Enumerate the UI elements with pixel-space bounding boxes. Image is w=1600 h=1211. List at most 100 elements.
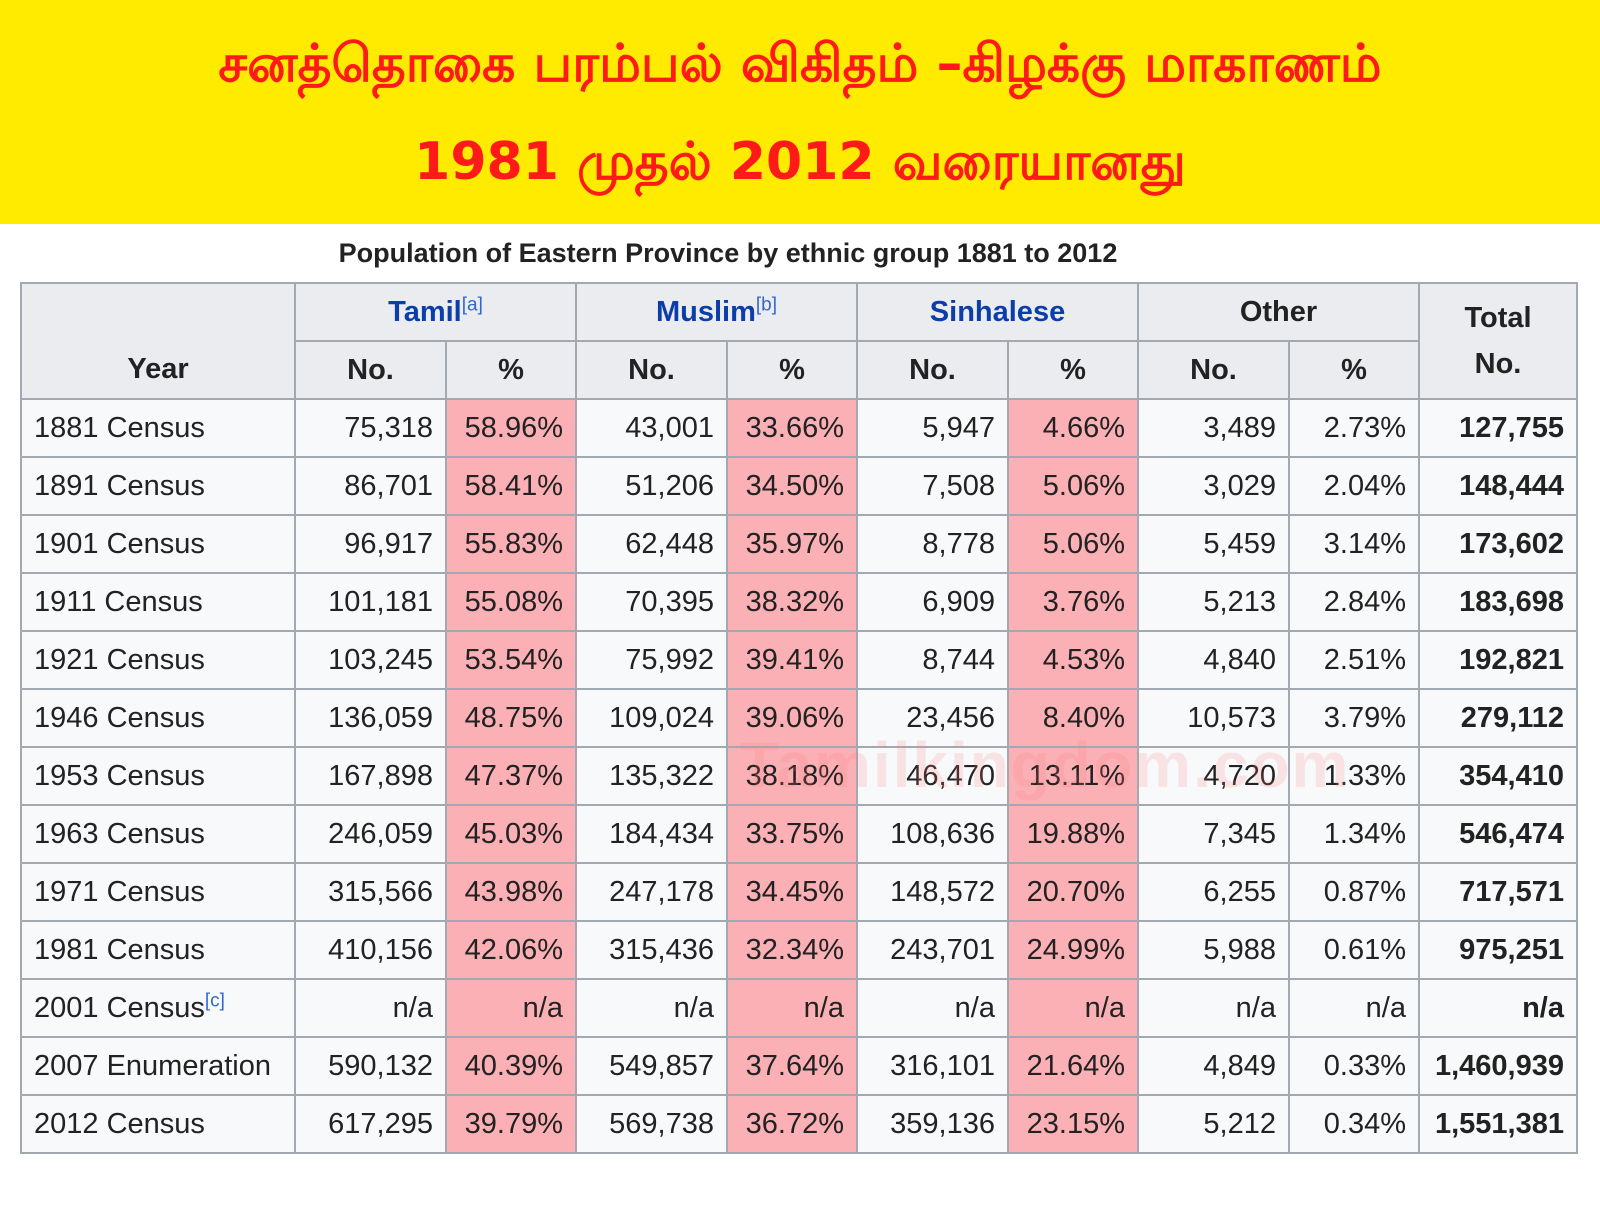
cell-muslim-no: 315,436 (575, 920, 728, 980)
cell-sinhalese-pct: 21.64% (1007, 1036, 1139, 1096)
cell-tamil-no: 103,245 (294, 630, 447, 690)
col-group-tamil[interactable]: Tamil[a] (294, 282, 577, 342)
cell-tamil-pct: 48.75% (445, 688, 577, 748)
table-row: 1963 Census 246,059 45.03% 184,434 33.75% 108… (20, 804, 1578, 864)
cell-muslim-no: 135,322 (575, 746, 728, 806)
cell-sinhalese-pct: 20.70% (1007, 862, 1139, 922)
year-label: 2001 Census (34, 991, 205, 1024)
cell-year: 1953 Census (20, 746, 296, 806)
cell-other-no: 5,212 (1137, 1094, 1290, 1154)
cell-sinhalese-pct: n/a (1007, 978, 1139, 1038)
col-group-sinhalese[interactable]: Sinhalese (856, 282, 1139, 342)
cell-muslim-no: 51,206 (575, 456, 728, 516)
cell-muslim-pct: n/a (726, 978, 858, 1038)
cell-other-no: 5,459 (1137, 514, 1290, 574)
cell-year: 1891 Census (20, 456, 296, 516)
year-label: 1891 Census (34, 469, 205, 502)
cell-total: 279,112 (1418, 688, 1578, 748)
year-label: 1971 Census (34, 875, 205, 908)
year-label: 1946 Census (34, 701, 205, 734)
cell-tamil-pct: n/a (445, 978, 577, 1038)
cell-other-no: 3,029 (1137, 456, 1290, 516)
cell-tamil-no: 246,059 (294, 804, 447, 864)
col-header-sinhalese-no: No. (856, 340, 1009, 400)
cell-tamil-no: 617,295 (294, 1094, 447, 1154)
table-row: 2007 Enumeration 590,132 40.39% 549,857 37.6… (20, 1036, 1578, 1096)
cell-other-pct: 2.84% (1288, 572, 1420, 632)
cell-tamil-no: 410,156 (294, 920, 447, 980)
year-label: 2007 Enumeration (34, 1049, 271, 1082)
year-label: 1921 Census (34, 643, 205, 676)
col-header-other-no: No. (1137, 340, 1290, 400)
cell-sinhalese-no: 46,470 (856, 746, 1009, 806)
cell-sinhalese-pct: 8.40% (1007, 688, 1139, 748)
population-table: Year Tamil[a] Muslim[b] Sinhalese Other … (20, 282, 1578, 1154)
col-header-muslim-pct: % (726, 340, 858, 400)
cell-sinhalese-pct: 13.11% (1007, 746, 1139, 806)
cell-total: 192,821 (1418, 630, 1578, 690)
cell-other-no: 4,849 (1137, 1036, 1290, 1096)
cell-tamil-pct: 42.06% (445, 920, 577, 980)
cell-other-no: 5,213 (1137, 572, 1290, 632)
cell-tamil-pct: 47.37% (445, 746, 577, 806)
cell-tamil-no: 75,318 (294, 398, 447, 458)
cell-sinhalese-no: 148,572 (856, 862, 1009, 922)
total-no-label: No. (1474, 348, 1522, 380)
cell-other-no: 5,988 (1137, 920, 1290, 980)
cell-sinhalese-no: 5,947 (856, 398, 1009, 458)
cell-sinhalese-no: 359,136 (856, 1094, 1009, 1154)
cell-sinhalese-no: 316,101 (856, 1036, 1009, 1096)
col-header-sinhalese-pct: % (1007, 340, 1139, 400)
cell-muslim-no: 70,395 (575, 572, 728, 632)
cell-other-pct: 3.79% (1288, 688, 1420, 748)
cell-sinhalese-pct: 4.53% (1007, 630, 1139, 690)
title-banner: சனத்தொகை பரம்பல் விகிதம் –கிழக்கு மாகாணம… (0, 0, 1600, 224)
footnote-a[interactable]: [a] (461, 293, 483, 315)
col-header-tamil-pct: % (445, 340, 577, 400)
cell-muslim-no: 247,178 (575, 862, 728, 922)
tamil-label[interactable]: Tamil (388, 295, 462, 328)
header-row-subcols: No. % No. % No. % No. % (21, 340, 1577, 400)
cell-sinhalese-pct: 5.06% (1007, 514, 1139, 574)
col-header-total: Total No. (1418, 282, 1578, 400)
cell-tamil-pct: 40.39% (445, 1036, 577, 1096)
total-label: Total (1464, 302, 1532, 334)
cell-sinhalese-no: n/a (856, 978, 1009, 1038)
cell-total: 127,755 (1418, 398, 1578, 458)
cell-total: 1,460,939 (1418, 1036, 1578, 1096)
cell-other-pct: 2.51% (1288, 630, 1420, 690)
year-label: 2012 Census (34, 1107, 205, 1140)
col-group-muslim[interactable]: Muslim[b] (575, 282, 858, 342)
cell-year: 2012 Census (20, 1094, 296, 1154)
cell-total: n/a (1418, 978, 1578, 1038)
cell-other-pct: n/a (1288, 978, 1420, 1038)
cell-muslim-pct: 34.45% (726, 862, 858, 922)
year-label: 1981 Census (34, 933, 205, 966)
col-header-tamil-no: No. (294, 340, 447, 400)
cell-muslim-pct: 37.64% (726, 1036, 858, 1096)
cell-muslim-no: 109,024 (575, 688, 728, 748)
cell-other-pct: 2.04% (1288, 456, 1420, 516)
cell-year: 2007 Enumeration (20, 1036, 296, 1096)
col-header-muslim-no: No. (575, 340, 728, 400)
muslim-label[interactable]: Muslim (655, 295, 756, 328)
cell-muslim-pct: 39.06% (726, 688, 858, 748)
cell-tamil-pct: 45.03% (445, 804, 577, 864)
col-header-year: Year (20, 282, 296, 400)
footnote-b[interactable]: [b] (755, 293, 778, 315)
cell-tamil-pct: 58.96% (445, 398, 577, 458)
cell-total: 173,602 (1418, 514, 1578, 574)
cell-total: 546,474 (1418, 804, 1578, 864)
footnote-c[interactable]: [c] (204, 989, 225, 1011)
banner-title-line2: 1981 முதல் 2012 வரையானது (414, 132, 1186, 192)
cell-other-no: 7,345 (1137, 804, 1290, 864)
cell-total: 717,571 (1418, 862, 1578, 922)
cell-other-pct: 0.34% (1288, 1094, 1420, 1154)
cell-muslim-pct: 38.32% (726, 572, 858, 632)
cell-other-pct: 2.73% (1288, 398, 1420, 458)
cell-tamil-pct: 39.79% (445, 1094, 577, 1154)
table-row: 2012 Census 617,295 39.79% 569,738 36.72% 359… (20, 1094, 1578, 1154)
cell-other-pct: 1.34% (1288, 804, 1420, 864)
cell-total: 148,444 (1418, 456, 1578, 516)
cell-total: 1,551,381 (1418, 1094, 1578, 1154)
